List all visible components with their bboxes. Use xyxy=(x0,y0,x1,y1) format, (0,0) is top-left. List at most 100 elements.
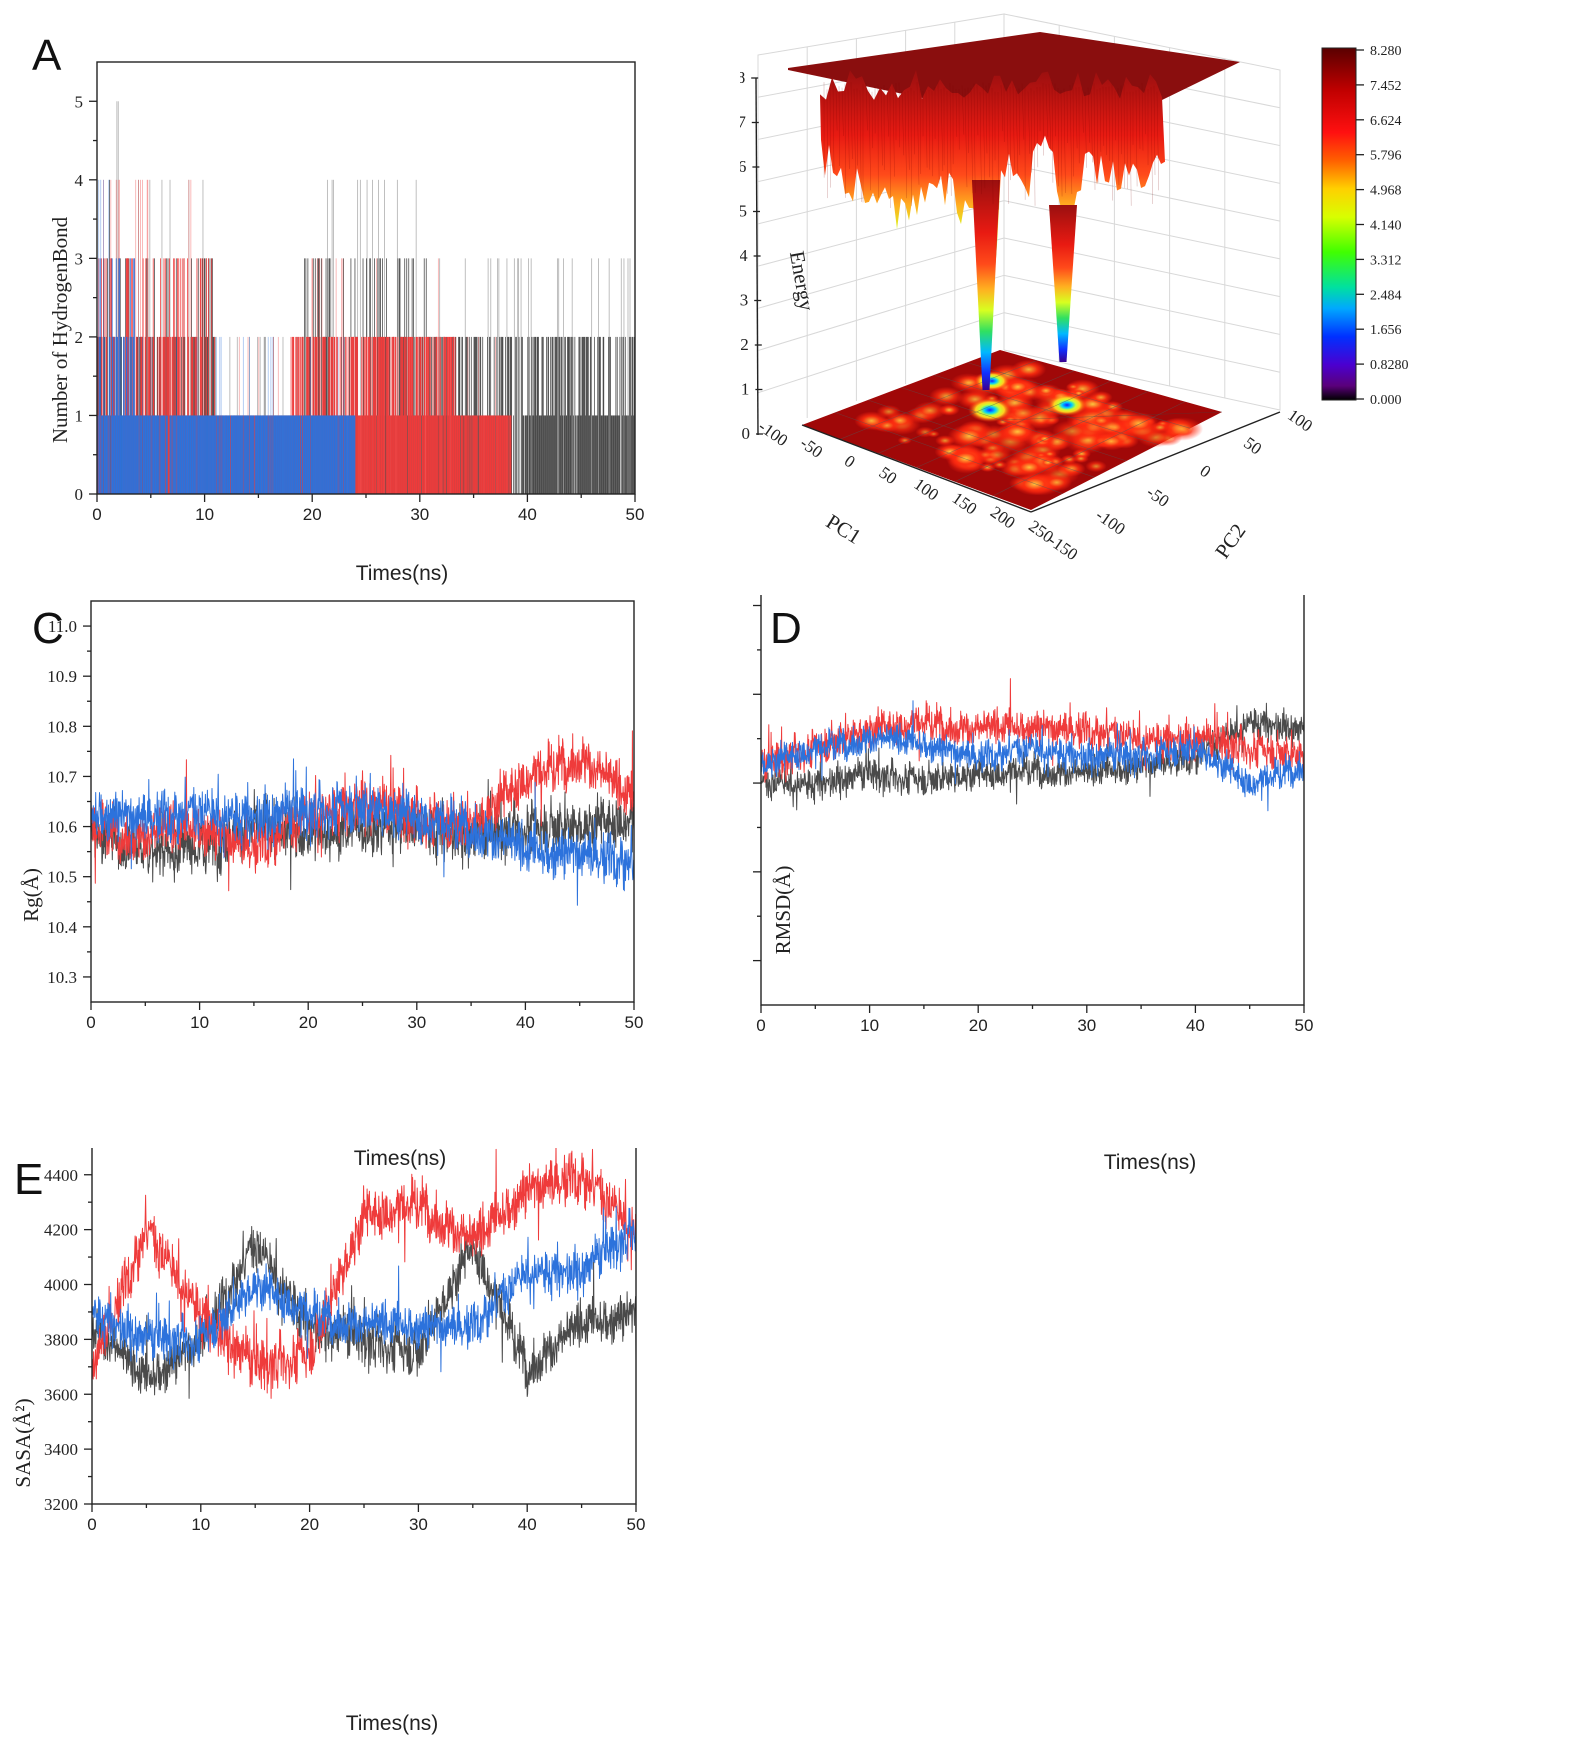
hbond-bar xyxy=(275,415,277,494)
x-tick-label: 10 xyxy=(190,1013,209,1032)
hbond-bar xyxy=(353,415,354,494)
hbond-bar xyxy=(345,415,347,494)
hbond-bar xyxy=(433,415,435,494)
hbond-bar xyxy=(150,336,151,494)
hbond-bar xyxy=(509,336,511,494)
pc1-tick-label: 150 xyxy=(949,488,981,518)
hbond-bar xyxy=(534,336,535,494)
hbond-bar xyxy=(318,258,320,494)
hbond-bar xyxy=(202,258,204,494)
z-tick-label: 4 xyxy=(740,246,748,265)
hbond-bar xyxy=(283,415,285,494)
x-tick-label: 0 xyxy=(92,505,101,524)
hbond-bar xyxy=(175,336,176,494)
series-red-line xyxy=(92,1148,636,1399)
hbond-bar xyxy=(324,415,326,494)
hbond-bar xyxy=(464,415,465,494)
hbond-bar xyxy=(616,336,618,494)
hbond-bar xyxy=(211,415,213,494)
grid-line xyxy=(1003,274,1281,335)
colorbar-label: 4.968 xyxy=(1370,184,1402,199)
hbond-bar xyxy=(311,258,313,494)
hbond-bar xyxy=(599,336,601,494)
hbond-bar xyxy=(313,415,315,494)
hbond-bar xyxy=(233,415,235,494)
hbond-bar xyxy=(544,415,546,494)
hbond-bar xyxy=(152,336,153,494)
floor-blob xyxy=(1073,454,1089,463)
hbond-bar xyxy=(306,415,307,494)
hbond-bar xyxy=(210,415,212,494)
hbond-bar xyxy=(270,415,272,494)
hbond-bar xyxy=(228,415,229,494)
hbond-bar xyxy=(467,336,469,494)
hbond-bar xyxy=(116,336,118,494)
hbond-bar xyxy=(175,415,177,494)
hbond-bar xyxy=(296,336,297,494)
hbond-bar xyxy=(484,415,486,494)
x-tick-label: 0 xyxy=(86,1013,95,1032)
colorbar-label: 0.000 xyxy=(1370,393,1402,408)
hbond-bar xyxy=(595,415,597,494)
hbond-bar xyxy=(367,415,369,494)
hbond-bar xyxy=(138,415,140,494)
rmsd-y-title: RMSD(Å) xyxy=(771,866,795,955)
floor-blob xyxy=(913,401,947,420)
x-tick-label: 20 xyxy=(303,505,322,524)
hbond-bar xyxy=(190,336,192,494)
energy-floor-map xyxy=(802,350,1223,510)
surface-texture xyxy=(1018,88,1021,156)
hbond-bar xyxy=(242,415,244,494)
hbond-bar xyxy=(207,415,209,494)
hbond-bar xyxy=(600,336,601,494)
hbond-bar xyxy=(333,415,335,494)
hbond-bar xyxy=(214,336,216,494)
hbond-bar xyxy=(351,336,353,494)
x-tick-label: 10 xyxy=(860,1016,879,1035)
hbond-plot xyxy=(97,101,636,494)
hbond-bar xyxy=(507,415,508,494)
hbond-bar xyxy=(305,415,307,494)
hbond-bar xyxy=(392,336,394,494)
hbond-bar xyxy=(469,415,471,494)
hbond-bar xyxy=(362,336,364,494)
pc2-tick-label: 100 xyxy=(1284,405,1316,435)
hbond-bar xyxy=(356,336,358,494)
z-tick-label: 2 xyxy=(740,335,749,354)
hbond-bar xyxy=(285,415,287,494)
surface-texture xyxy=(886,87,889,137)
hbond-bar xyxy=(405,336,407,494)
hbond-bar xyxy=(244,415,246,494)
hbond-bar xyxy=(307,336,309,494)
hbond-bar xyxy=(350,336,352,494)
hbond-bar xyxy=(331,415,332,494)
hbond-bar xyxy=(468,415,470,494)
surface-texture xyxy=(1012,83,1015,170)
hbond-bar xyxy=(477,336,479,494)
series-black-line xyxy=(92,1223,636,1399)
hbond-bar xyxy=(211,258,213,494)
hbond-bar xyxy=(370,258,371,494)
hbond-bar xyxy=(370,415,371,494)
y-tick-label: 11.0 xyxy=(48,617,77,636)
hbond-bar xyxy=(312,336,314,494)
hbond-bar xyxy=(316,258,318,494)
y-tick-label: 4000 xyxy=(44,1276,78,1295)
hbond-bar xyxy=(310,336,311,494)
z-tick-label: 1 xyxy=(741,380,750,399)
hbond-bar xyxy=(456,415,457,494)
hbond-bar xyxy=(379,336,381,494)
x-tick-label: 0 xyxy=(87,1515,96,1534)
surface-texture xyxy=(892,85,895,177)
hbond-bar xyxy=(213,336,215,494)
hbond-bar xyxy=(203,415,205,494)
hbond-bar xyxy=(282,415,284,494)
surface-texture xyxy=(1102,86,1105,146)
hbond-bar xyxy=(271,415,272,494)
hbond-bar xyxy=(329,415,331,494)
hbond-bar xyxy=(116,101,118,494)
hbond-bar xyxy=(399,258,401,494)
hbond-bar xyxy=(167,336,169,494)
hbond-bar xyxy=(211,415,213,494)
hbond-bar xyxy=(326,336,328,494)
